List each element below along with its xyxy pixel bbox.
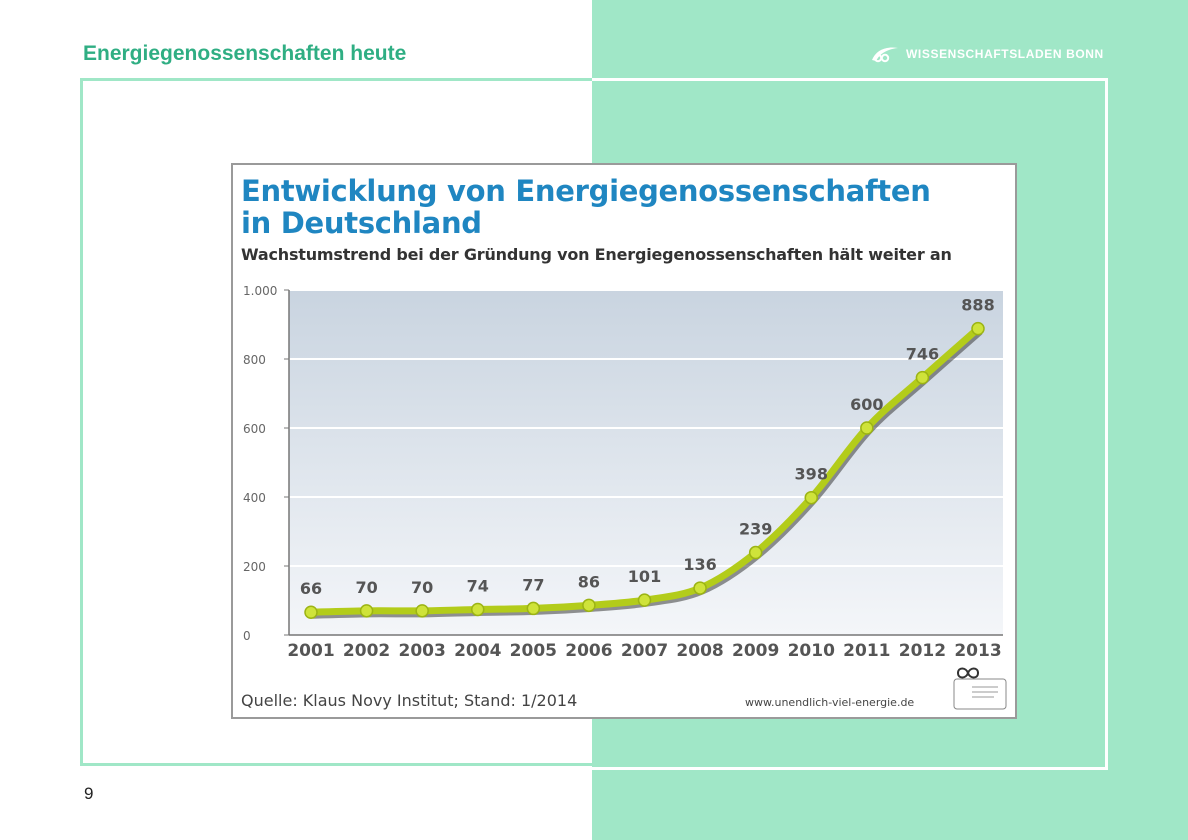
- data-label: 77: [522, 575, 544, 594]
- slide-title: Energiegenossenschaften heute: [83, 42, 407, 65]
- x-tick-label: 2005: [510, 641, 557, 661]
- x-tick-label: 2009: [732, 641, 779, 661]
- y-tick-label: 1.000: [243, 284, 277, 298]
- chart-subtitle: Wachstumstrend bei der Gründung von Ener…: [241, 245, 952, 264]
- data-point: [526, 601, 541, 616]
- chart-title: Entwicklung von Energiegenossenschaften …: [241, 174, 931, 240]
- data-label: 888: [961, 296, 994, 315]
- data-label: 74: [467, 576, 489, 595]
- data-point: [415, 604, 429, 618]
- data-label: 101: [628, 567, 661, 586]
- data-point: [693, 581, 707, 595]
- x-tick-label: 2010: [788, 641, 835, 661]
- data-label: 600: [850, 395, 883, 414]
- x-tick-label: 2006: [565, 641, 612, 661]
- data-point: [804, 490, 818, 505]
- chart-source: Quelle: Klaus Novy Institut; Stand: 1/20…: [241, 691, 578, 710]
- chart-url: www.unendlich-viel-energie.de: [745, 696, 915, 709]
- data-label: 66: [300, 579, 322, 598]
- y-tick-label: 0: [243, 629, 251, 643]
- data-label: 70: [411, 578, 433, 597]
- line-chart: 0 200 400 600 800 1.000 2001 2002 2003 2004 2005 2…: [243, 284, 1003, 661]
- data-point: [860, 421, 874, 435]
- y-tick-label: 400: [243, 491, 266, 505]
- chart-card: Entwicklung von Energiegenossenschaften …: [231, 163, 1017, 719]
- infinity-logo-icon: [953, 667, 1007, 710]
- data-label: 86: [578, 572, 600, 591]
- data-label: 746: [906, 345, 939, 364]
- data-point: [971, 321, 985, 336]
- data-point: [748, 545, 763, 560]
- page-number: 9: [84, 784, 94, 803]
- slide-frame-right: [592, 78, 1108, 770]
- slide-frame-left: [80, 78, 592, 766]
- data-label: 70: [355, 578, 377, 597]
- x-tick-label: 2008: [676, 641, 723, 661]
- x-tick-label: 2013: [954, 641, 1001, 661]
- plot-background: [289, 290, 1003, 635]
- brand-logo: WISSENSCHAFTSLADEN BONN: [870, 44, 1104, 64]
- x-tick-label: 2004: [454, 641, 501, 661]
- x-tick-label: 2002: [343, 641, 390, 661]
- data-point: [637, 593, 652, 607]
- y-tick-label: 200: [243, 560, 266, 574]
- brand-swoosh-icon: [872, 47, 898, 63]
- data-point: [304, 605, 318, 619]
- data-label: 136: [683, 555, 716, 574]
- data-point: [915, 370, 930, 385]
- data-point: [359, 604, 374, 618]
- y-tick-label: 800: [243, 353, 266, 367]
- data-label: 398: [795, 465, 828, 484]
- data-point: [471, 602, 485, 617]
- data-label: 239: [739, 520, 772, 539]
- x-tick-label: 2011: [843, 641, 890, 661]
- data-point: [582, 598, 596, 613]
- x-tick-label: 2012: [899, 641, 946, 661]
- y-tick-label: 600: [243, 422, 266, 436]
- x-tick-label: 2001: [287, 641, 334, 661]
- x-tick-label: 2003: [399, 641, 446, 661]
- brand-name: WISSENSCHAFTSLADEN BONN: [906, 47, 1104, 61]
- x-tick-label: 2007: [621, 641, 668, 661]
